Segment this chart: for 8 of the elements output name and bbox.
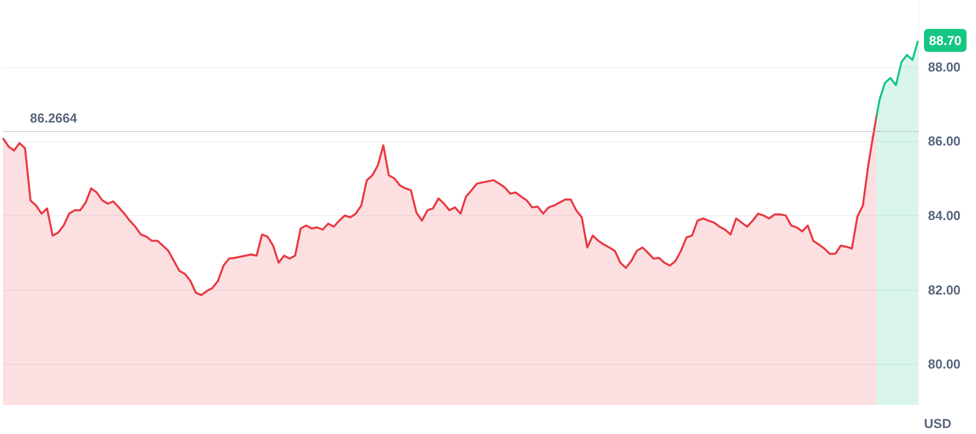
- y-tick-label: 84.00: [928, 208, 961, 224]
- y-tick-label: 88.00: [928, 59, 961, 74]
- y-tick-label: 86.00: [928, 134, 961, 149]
- y-tick-label: 82.00: [928, 282, 961, 298]
- y-axis-title: USD: [924, 416, 952, 431]
- ref-line-label: 86.2664: [30, 110, 78, 126]
- text: 88.70: [929, 32, 962, 48]
- y-tick-label: 80.00: [928, 356, 961, 372]
